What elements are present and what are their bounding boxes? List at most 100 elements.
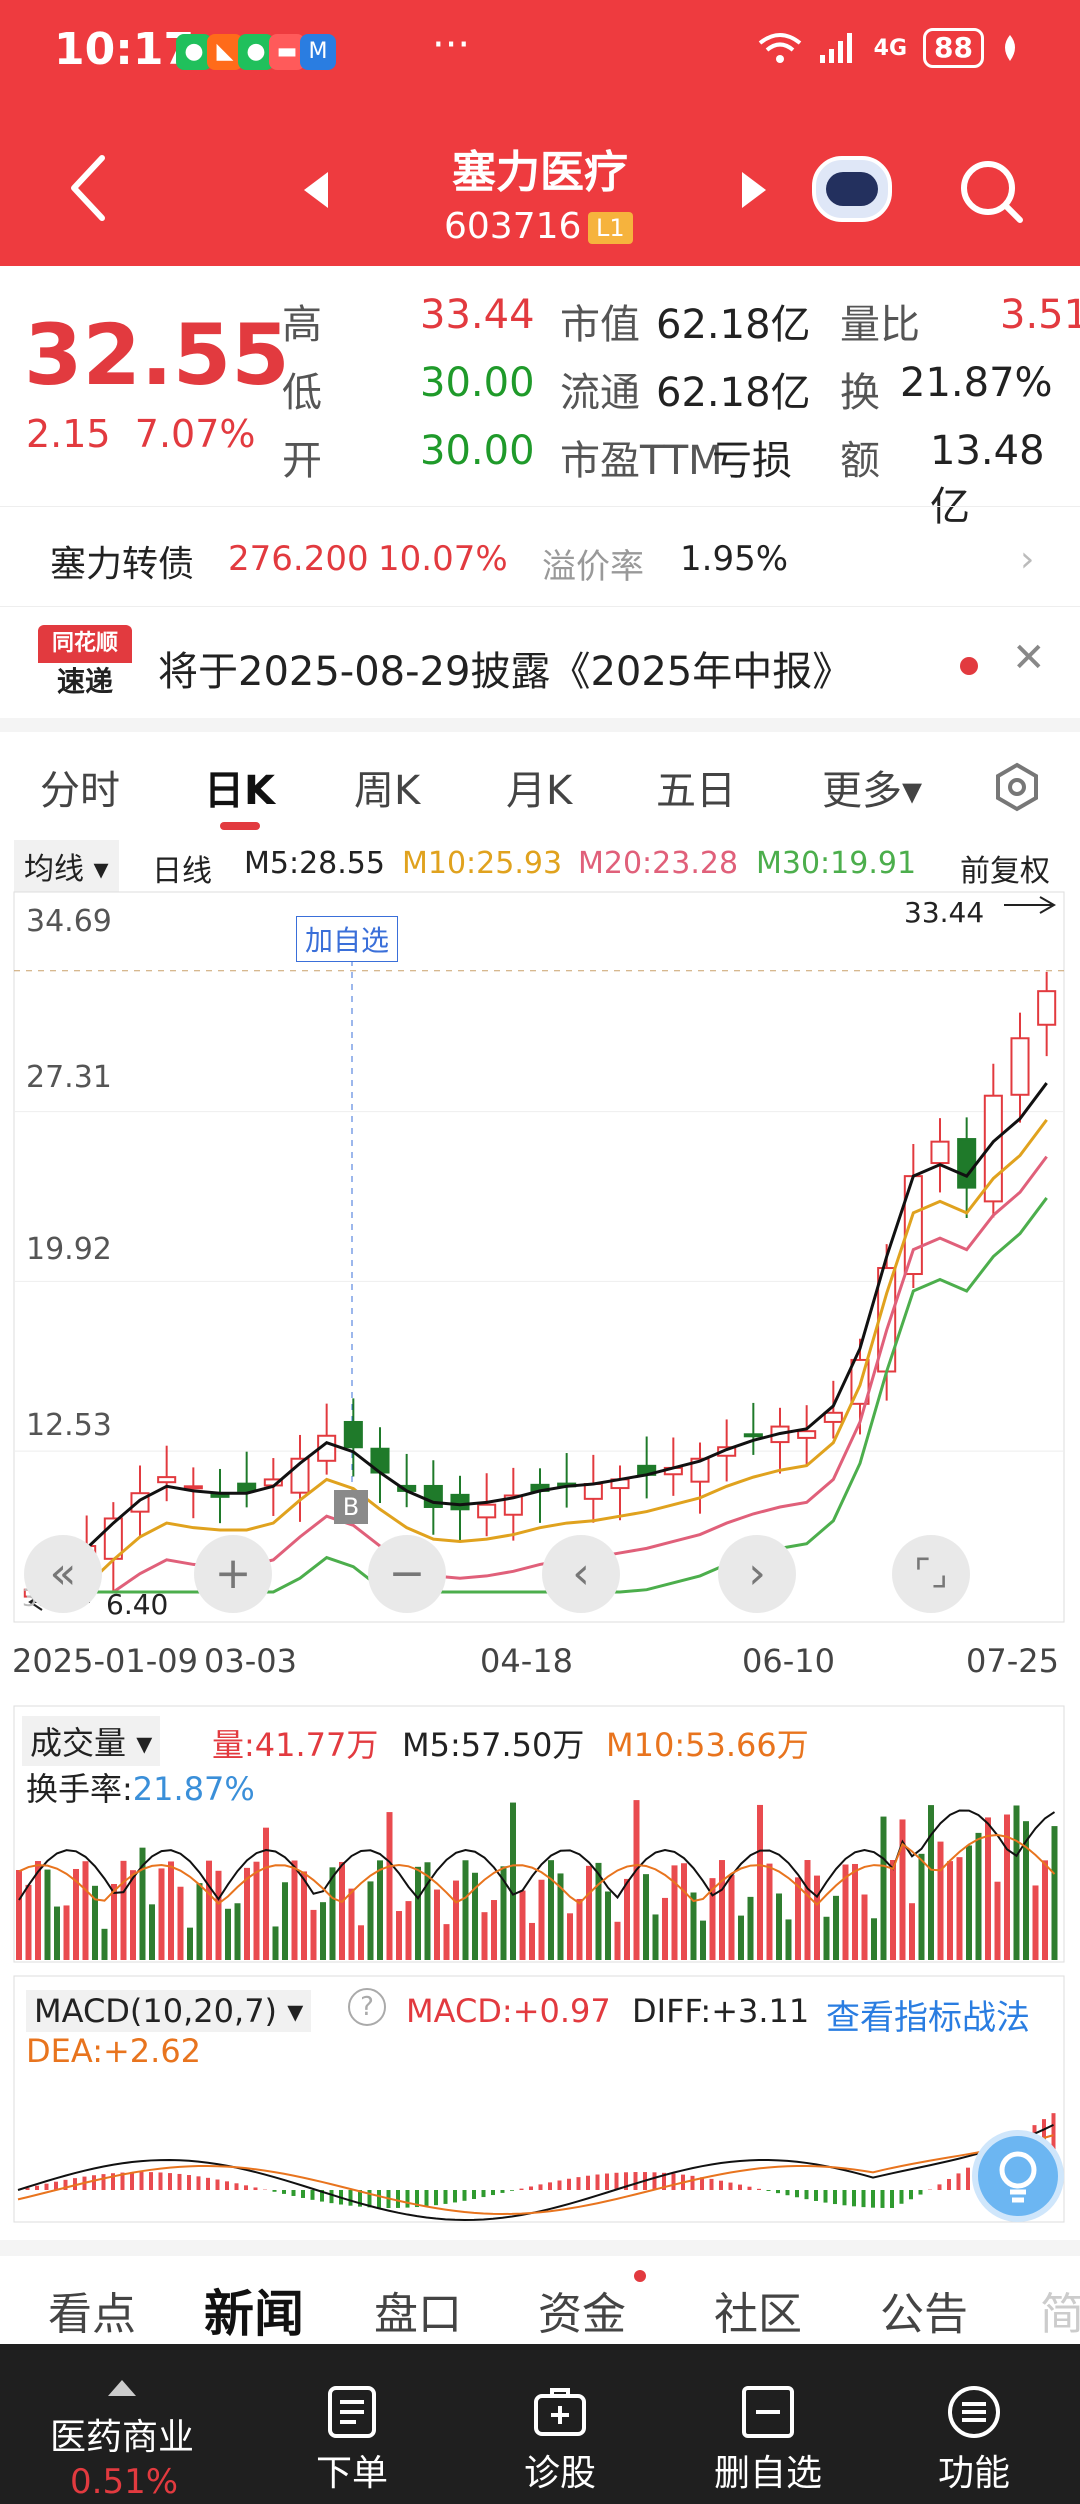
ma10-value: M10:25.93 [402, 846, 563, 881]
volume-bar [1042, 1860, 1048, 1960]
tab-highlights[interactable]: 看点 [48, 2289, 136, 2340]
add-watchlist-tag[interactable]: 加自选 [296, 916, 399, 962]
volume-bar [35, 1861, 41, 1960]
volume-bar [624, 1878, 630, 1960]
macd-bar [272, 2190, 277, 2192]
volume-indicator-select[interactable]: 成交量 ▾ [22, 1716, 161, 1766]
volume-bar [215, 1870, 222, 1960]
order-button[interactable]: 下单 [252, 2344, 452, 2504]
tab-orderbook[interactable]: 盘口 [374, 2289, 462, 2340]
ma-type-select[interactable]: 均线 ▾ [14, 840, 119, 892]
volume-bar [339, 1861, 345, 1960]
macd-bar [833, 2190, 837, 2205]
pan-right-button[interactable]: › [718, 1535, 796, 1613]
volume-m5: M5:57.50万 [402, 1726, 585, 1764]
indicator-strategy-link[interactable]: 查看指标战法 [826, 1998, 1030, 2038]
macd-bar [424, 2190, 429, 2207]
zoom-out-button[interactable]: − [368, 1535, 446, 1613]
macd-bar [966, 2167, 970, 2190]
ai-assistant-icon[interactable] [812, 156, 892, 222]
diagnose-button[interactable]: 诊股 [460, 2344, 660, 2504]
pan-left-button[interactable]: ‹ [542, 1535, 620, 1613]
macd-bar [795, 2190, 799, 2198]
stat-label: 市盈TTM [560, 438, 723, 484]
adjust-mode[interactable]: 前复权 [960, 854, 1050, 889]
close-icon[interactable]: ✕ [1012, 635, 1046, 681]
volume-bar [785, 1919, 792, 1960]
scroll-left-double-icon[interactable]: « [24, 1535, 102, 1613]
volume-bar [652, 1914, 659, 1960]
tab-announcements[interactable]: 公告 [880, 2289, 968, 2340]
macd-bar [662, 2172, 666, 2190]
volume-bar [386, 1812, 393, 1960]
candle [823, 1411, 843, 1423]
next-stock-button[interactable] [742, 172, 766, 208]
macd-indicator-select[interactable]: MACD(10,20,7) ▾ [26, 1990, 312, 2032]
tab-brief[interactable]: 简 [1040, 2289, 1080, 2340]
cb-price: 276.200 [228, 539, 369, 579]
macd-bar [177, 2173, 182, 2190]
tab-five-day[interactable]: 五日 [656, 768, 736, 814]
macd-bar [852, 2190, 856, 2207]
stat-label: 市值 [560, 302, 640, 348]
lightbulb-icon[interactable] [972, 2130, 1064, 2222]
previous-stock-button[interactable] [304, 172, 328, 208]
volume-bar [301, 1871, 307, 1960]
feishu-icon: ◣ [207, 34, 243, 70]
tab-community[interactable]: 社区 [714, 2289, 802, 2340]
notice-text: 将于2025-08-29披露《2025年中报》 [158, 649, 853, 695]
tab-intraday[interactable]: 分时 [40, 768, 120, 814]
tab-daily-k[interactable]: 日K [204, 768, 275, 814]
macd-bar [510, 2190, 514, 2191]
help-icon[interactable]: ? [348, 1988, 386, 2026]
candle [1010, 1037, 1030, 1096]
functions-button[interactable]: 功能 [874, 2344, 1074, 2504]
news-banner[interactable]: 同花顺 速递 将于2025-08-29披露《2025年中报》 ✕ [0, 606, 1080, 718]
wechat-icon: ● [176, 34, 212, 70]
macd-bar [320, 2190, 324, 2202]
macd-bar [491, 2190, 495, 2196]
candle [237, 1482, 257, 1492]
volume-bar [538, 1879, 545, 1960]
volume-bar [880, 1816, 887, 1960]
volume-bar [586, 1865, 592, 1960]
stat-value: 30.00 [420, 428, 535, 474]
last-price: 32.55 [24, 306, 290, 404]
kline-chart[interactable] [0, 890, 1080, 2240]
candle [583, 1483, 603, 1500]
turnover-label: 换手率: [26, 1770, 133, 1808]
volume-bar [282, 1882, 288, 1960]
candle [343, 1420, 363, 1449]
candle [690, 1457, 710, 1483]
bottom-toolbar: 医药商业 0.51% 下单 诊股 删自选 功能 [0, 2344, 1080, 2504]
macd-bar [139, 2172, 144, 2190]
stat-label: 开 [282, 438, 322, 484]
remove-watchlist-button[interactable]: 删自选 [668, 2344, 868, 2504]
active-tab-indicator [220, 822, 260, 830]
tab-more[interactable]: 更多▾ [822, 768, 923, 814]
search-icon[interactable] [958, 158, 1026, 226]
fullscreen-icon[interactable]: ⌜⌟ [892, 1535, 970, 1613]
tonghuashun-logo: 同花顺 速递 [38, 625, 132, 701]
convertible-bond-row[interactable]: 塞力转债 276.200 10.07% 溢价率 1.95% › [0, 506, 1080, 606]
macd-bar [443, 2190, 448, 2204]
volume-bar [25, 1884, 32, 1960]
info-tabs: 看点 新闻 盘口 资金 社区 公告 简 [0, 2256, 1080, 2344]
back-arrow-icon[interactable] [70, 154, 106, 222]
settings-hexagon-icon[interactable] [992, 762, 1042, 812]
tab-weekly-k[interactable]: 周K [354, 768, 421, 814]
volume-bar [472, 1872, 478, 1960]
tab-monthly-k[interactable]: 月K [506, 768, 573, 814]
volume-bar [738, 1915, 744, 1960]
tab-capital[interactable]: 资金 [538, 2289, 626, 2340]
tab-news[interactable]: 新闻 [204, 2285, 304, 2343]
macd-bar [73, 2178, 77, 2190]
macd-bar [956, 2173, 961, 2190]
macd-bar [880, 2190, 885, 2208]
zoom-in-button[interactable]: + [194, 1535, 272, 1613]
volume-bar [443, 1924, 450, 1960]
header-bar: 10:17 ● ◣ ● ▬ M ··· 4G 88 塞力医疗 603716 L1 [0, 0, 1080, 266]
stat-value: 13.48亿 [930, 428, 1045, 530]
macd-bar [766, 2190, 771, 2191]
macd-bar [757, 2188, 761, 2190]
